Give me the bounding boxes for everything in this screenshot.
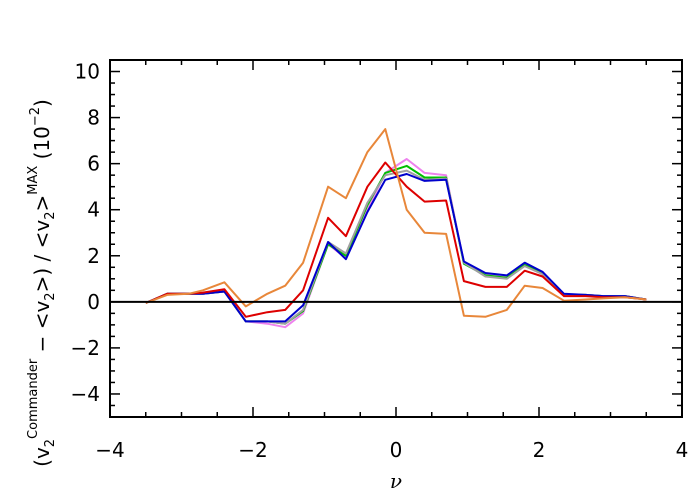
x-axis-label: ν — [390, 469, 402, 493]
series-line-4 — [145, 173, 647, 323]
y-label-sub1: 2 — [43, 439, 58, 447]
y-label-part1: (v — [30, 447, 54, 467]
y-tick-label: 2 — [87, 244, 100, 268]
y-label-part6: ) — [30, 99, 54, 107]
y-tick-label: 8 — [87, 106, 100, 130]
x-tick-label: −2 — [238, 438, 267, 462]
series-line-6 — [145, 128, 647, 318]
y-label-part5: (10 — [30, 126, 54, 166]
y-tick-label: 10 — [75, 60, 100, 84]
y-tick-label: 0 — [87, 290, 100, 314]
y-label-part4: > — [30, 195, 54, 212]
y-label-part2: − <v — [30, 301, 54, 359]
y-tick-label: 4 — [87, 198, 100, 222]
y-label-sub3: 2 — [43, 212, 58, 220]
y-label-sub2: 2 — [43, 292, 58, 300]
y-label-sup1: Commander — [26, 358, 41, 439]
x-tick-label: 4 — [676, 438, 689, 462]
ticks-layer: −4 −2 0 2 4 −4 −2 0 2 4 6 8 10 — [71, 59, 689, 462]
y-label-sup3: −2 — [28, 107, 43, 126]
y-label-sup2: MAX — [26, 166, 41, 195]
series-line-5 — [145, 161, 647, 318]
x-tick-label: 0 — [390, 438, 403, 462]
y-axis-label: (v2Commander − <v2>) / <v2>MAX (10−2) — [26, 99, 58, 467]
x-tick-label: −4 — [95, 438, 124, 462]
series-layer — [145, 128, 647, 329]
x-tick-label: 2 — [533, 438, 546, 462]
plot-frame — [109, 59, 683, 418]
y-tick-label: −2 — [71, 336, 100, 360]
y-tick-label: −4 — [71, 382, 100, 406]
y-label-part3: >) / <v — [30, 220, 54, 293]
y-tick-label: 6 — [87, 152, 100, 176]
